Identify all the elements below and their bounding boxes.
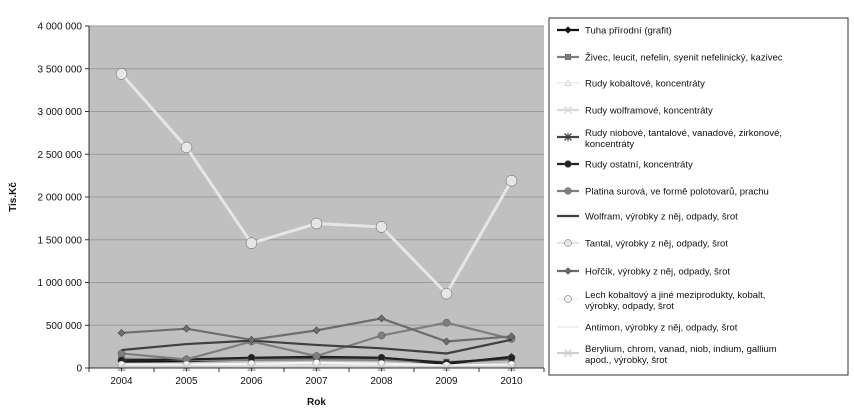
- y-axis-title: Tis.Kč: [8, 182, 19, 212]
- data-point: [117, 328, 126, 337]
- legend-label: Rudy ostatní, koncentráty: [585, 160, 693, 171]
- legend-label: Rudy kobaltové, koncentráty: [585, 79, 705, 90]
- legend-item: Wolfram, výrobky z něj, odpady, šrot: [557, 212, 738, 223]
- y-tick-label: 4 000 000: [38, 22, 83, 33]
- data-point: [442, 318, 451, 327]
- data-point: [182, 362, 191, 371]
- data-point: [442, 337, 451, 346]
- data-point: [245, 237, 258, 249]
- data-point: [182, 324, 191, 333]
- y-tick-label: 3 000 000: [38, 107, 83, 118]
- y-tick-label: 3 500 000: [38, 64, 83, 75]
- data-point: [564, 349, 572, 357]
- x-axis-title: Rok: [307, 397, 326, 408]
- legend-item: Tuha přírodní (grafit): [557, 26, 672, 37]
- x-tick-label: 2010: [500, 376, 523, 387]
- legend-item: Rudy ostatní, koncentráty: [557, 160, 693, 171]
- x-tick-label: 2005: [175, 376, 198, 387]
- data-point: [564, 239, 572, 247]
- tick-labels: 0 500 000 1 000 000 1 500 000 2 000 000 2 500…: [38, 22, 545, 387]
- legend-item: Živec, leucit, nefelin, syenit nefelinic…: [557, 53, 783, 64]
- legend-item: Rudy niobové, tantalové, vanadové, zirko…: [557, 128, 782, 150]
- legend-label: Rudy niobové, tantalové, vanadové, zirko…: [585, 128, 782, 150]
- data-point: [247, 335, 256, 344]
- series-line: [121, 338, 512, 355]
- data-point: [247, 362, 256, 371]
- data-point: [564, 79, 572, 86]
- y-tick-label: 0: [76, 364, 82, 375]
- legend-label: Berylium, chrom, vanad, niob, indium, ga…: [585, 344, 777, 366]
- data-point: [564, 267, 572, 275]
- data-point: [115, 68, 128, 80]
- legend-item: Rudy kobaltové, koncentráty: [557, 79, 705, 90]
- data-point: [564, 26, 572, 34]
- y-tick-label: 500 000: [46, 321, 83, 332]
- data-point: [377, 331, 386, 340]
- data-point: [442, 363, 451, 372]
- data-point: [440, 287, 453, 300]
- legend-label: Rudy wolframové, koncentráty: [585, 106, 713, 117]
- x-tick-label: 2008: [370, 376, 393, 387]
- data-point: [310, 217, 323, 230]
- series-13: [117, 362, 516, 372]
- legend: Tuha přírodní (grafit) Živec, leucit, nef…: [557, 26, 783, 366]
- x-tick-label: 2006: [240, 376, 263, 387]
- y-tick-label: 2 500 000: [38, 150, 83, 161]
- data-point: [564, 160, 572, 168]
- data-point: [507, 362, 516, 371]
- data-point: [507, 353, 516, 362]
- data-point: [564, 295, 572, 303]
- data-point: [505, 175, 518, 187]
- legend-item: Hořčík, výrobky z něj, odpady, šrot: [557, 267, 730, 278]
- legend-item: Rudy wolframové, koncentráty: [557, 106, 713, 117]
- series-9: [115, 68, 518, 300]
- series-layer: [115, 68, 518, 372]
- legend-label: Platina surová, ve formě polotovarů, pra…: [585, 187, 769, 198]
- legend-item: Lech kobaltový a jiné meziprodukty, koba…: [557, 290, 765, 312]
- gridlines: [89, 25, 544, 326]
- legend-label: Wolfram, výrobky z něj, odpady, šrot: [585, 212, 738, 223]
- data-point: [565, 54, 571, 60]
- data-point: [312, 352, 321, 360]
- x-tick-label: 2007: [305, 376, 328, 387]
- x-tick-label: 2004: [110, 376, 133, 387]
- legend-item: Berylium, chrom, vanad, niob, indium, ga…: [557, 344, 777, 366]
- data-point: [564, 132, 572, 142]
- data-point: [507, 332, 516, 341]
- data-point: [117, 362, 126, 371]
- data-point: [312, 326, 321, 335]
- legend-label: Hořčík, výrobky z něj, odpady, šrot: [585, 267, 730, 278]
- data-point: [564, 106, 572, 114]
- legend-label: Tantal, výrobky z něj, odpady, šrot: [585, 239, 728, 250]
- y-tick-label: 2 000 000: [38, 193, 83, 204]
- data-point: [564, 187, 572, 195]
- legend-label: Tuha přírodní (grafit): [585, 26, 672, 37]
- legend-label: Lech kobaltový a jiné meziprodukty, koba…: [585, 290, 765, 312]
- x-tick-label: 2009: [435, 376, 458, 387]
- data-point: [312, 362, 321, 371]
- y-tick-label: 1 000 000: [38, 278, 83, 289]
- data-point: [377, 362, 386, 371]
- data-point: [377, 314, 386, 323]
- legend-box: [548, 17, 849, 376]
- y-tick-label: 1 500 000: [38, 235, 83, 246]
- data-point: [117, 349, 126, 358]
- legend-label: Antimon, výrobky z něj, odpady, šrot: [585, 323, 738, 334]
- data-point: [180, 141, 193, 154]
- series-8: [121, 338, 512, 355]
- series-10: [117, 314, 516, 346]
- legend-item: Platina surová, ve formě polotovarů, pra…: [557, 187, 769, 198]
- data-point: [375, 221, 388, 233]
- legend-item: Antimon, výrobky z něj, odpady, šrot: [557, 323, 738, 334]
- legend-label: Živec, leucit, nefelin, syenit nefelinic…: [585, 53, 783, 64]
- legend-item: Tantal, výrobky z něj, odpady, šrot: [557, 239, 728, 250]
